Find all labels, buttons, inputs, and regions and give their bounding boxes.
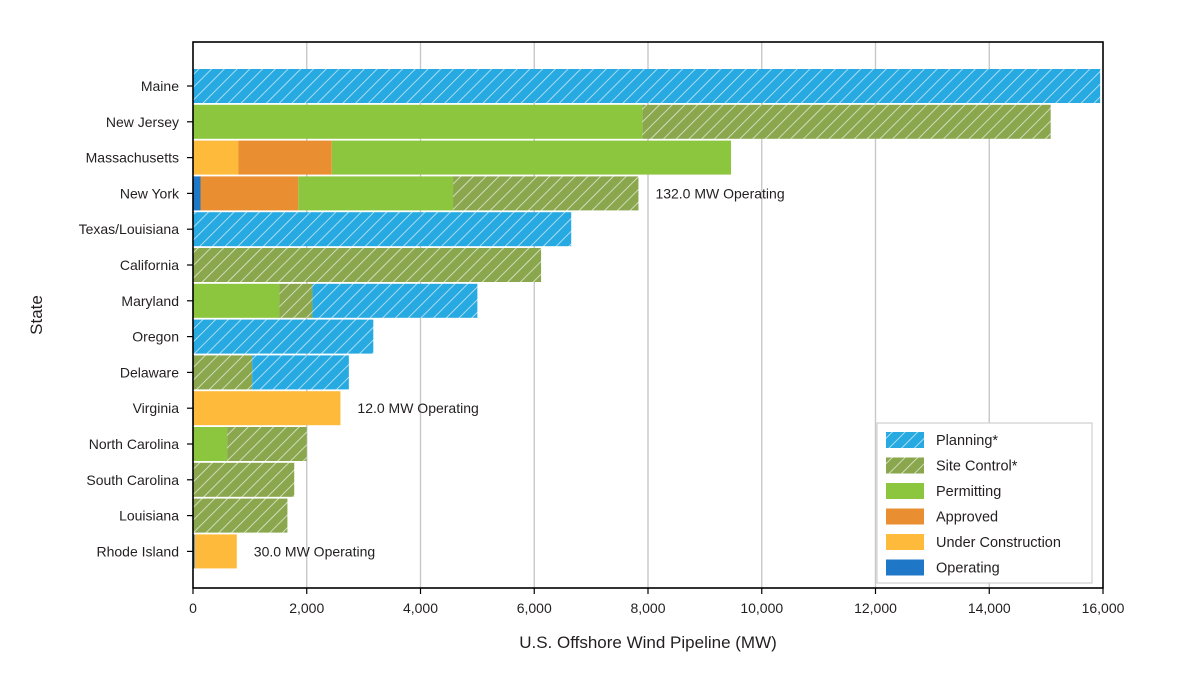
bar-north-carolina-permitting[interactable] [193, 427, 228, 461]
y-tick-label: North Carolina [89, 436, 179, 452]
bar-delaware-site-control[interactable] [193, 355, 253, 390]
annotation-virginia: 12.0 MW Operating [357, 400, 478, 416]
bar-maryland-site-control[interactable] [279, 283, 313, 318]
bar-rhode-island-under-construction[interactable] [194, 534, 237, 569]
y-tick-label: California [120, 257, 179, 273]
x-tick-label: 2,000 [289, 600, 324, 616]
bar-texas-louisiana-planning[interactable] [193, 212, 572, 247]
bar-rhode-island-operating[interactable] [193, 534, 195, 569]
annotations: 132.0 MW Operating 12.0 MW Operating 30.0 … [254, 185, 785, 559]
bar-north-carolina-site-control[interactable] [227, 427, 307, 461]
bar-new-york-permitting[interactable] [298, 176, 454, 211]
legend-swatch-operating[interactable] [886, 559, 924, 576]
legend-swatch-approved[interactable] [886, 508, 924, 525]
x-tick-label: 16,000 [1082, 600, 1125, 616]
y-tick-label: Texas/Louisiana [79, 221, 180, 237]
annotation-rhode-island: 30.0 MW Operating [254, 543, 375, 559]
bar-maine-planning[interactable] [193, 69, 1101, 103]
y-tick-label: New Jersey [106, 114, 179, 130]
legend-label-operating[interactable]: Operating [936, 561, 1000, 577]
x-tick-label: 14,000 [968, 600, 1011, 616]
legend-label-approved[interactable]: Approved [936, 510, 998, 526]
bar-new-jersey-site-control[interactable] [642, 104, 1051, 139]
y-tick-label: Rhode Island [96, 543, 179, 559]
x-tick-label: 0 [189, 600, 197, 616]
legend-swatch-permitting[interactable] [886, 483, 924, 499]
y-tick-label: New York [120, 185, 180, 201]
bar-maryland-planning[interactable] [312, 283, 478, 318]
x-tick-label: 10,000 [740, 600, 783, 616]
bar-new-york-operating[interactable] [193, 176, 201, 211]
axes: 0 2,000 4,000 6,000 8,000 10,000 12,000 14,000 1… [79, 78, 1125, 616]
bar-massachusetts-approved[interactable] [238, 140, 332, 175]
bar-louisiana-site-control[interactable] [193, 498, 288, 533]
bar-maryland-permitting[interactable] [193, 283, 280, 318]
legend-swatch-planning[interactable] [886, 432, 924, 448]
bar-massachusetts-under-construction[interactable] [193, 140, 239, 175]
legend-swatch-under-construction[interactable] [886, 534, 924, 550]
bar-new-jersey-permitting[interactable] [193, 104, 643, 139]
bar-virginia-under-construction[interactable] [193, 391, 341, 426]
legend[interactable]: Planning* Site Control* Permitting Approved… [876, 422, 1093, 584]
y-axis-label: State [27, 295, 46, 335]
bar-delaware-planning[interactable] [252, 355, 349, 390]
legend-label-under-construction[interactable]: Under Construction [936, 535, 1061, 551]
x-tick-label: 6,000 [517, 600, 552, 616]
x-tick-label: 8,000 [630, 600, 665, 616]
bar-oregon-planning[interactable] [193, 319, 374, 354]
y-tick-label: Virginia [133, 400, 180, 416]
bar-california-site-control[interactable] [193, 248, 542, 282]
bar-new-york-site-control[interactable] [453, 176, 639, 211]
x-axis-label: U.S. Offshore Wind Pipeline (MW) [519, 633, 777, 652]
x-tick-label: 4,000 [403, 600, 438, 616]
y-tick-label: Oregon [132, 329, 179, 345]
legend-label-site-control[interactable]: Site Control* [936, 459, 1018, 475]
legend-box [876, 422, 1093, 584]
y-tick-label: Louisiana [119, 508, 179, 524]
bar-south-carolina-site-control[interactable] [193, 462, 295, 497]
bar-massachusetts-permitting[interactable] [331, 140, 732, 175]
y-tick-label: Massachusetts [86, 150, 179, 166]
annotation-new-york: 132.0 MW Operating [655, 185, 784, 201]
y-tick-label: Maryland [121, 293, 179, 309]
bar-new-york-approved[interactable] [200, 176, 299, 211]
y-tick-label: Delaware [120, 364, 179, 380]
y-tick-label: Maine [141, 78, 179, 94]
legend-label-permitting[interactable]: Permitting [936, 484, 1001, 500]
legend-swatch-site-control[interactable] [886, 457, 924, 474]
legend-label-planning[interactable]: Planning* [936, 433, 998, 449]
y-tick-label: South Carolina [86, 472, 179, 488]
x-tick-label: 12,000 [854, 600, 897, 616]
bars [193, 69, 1101, 569]
